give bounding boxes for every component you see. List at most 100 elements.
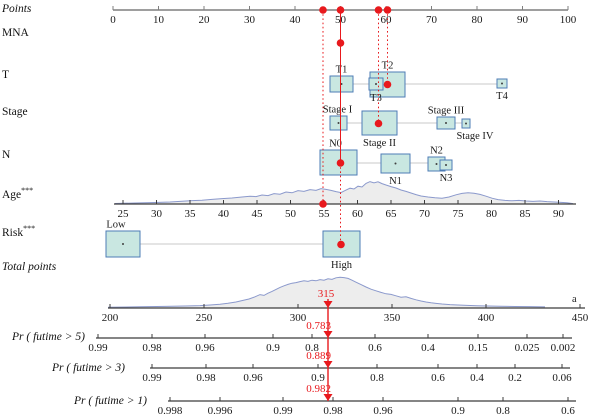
age-scale-tick-label: 65 (386, 208, 398, 220)
t4-box-mean-dot (501, 82, 503, 85)
points-axis-marker-dot-3 (383, 6, 392, 14)
pr-futime-3-scale-tick-label: 0.9 (311, 372, 325, 384)
t1-box-label: T1 (336, 65, 348, 76)
n1-box-label: N1 (389, 176, 402, 187)
row-label-risk-significance: *** (23, 224, 36, 234)
result-arrowhead-0-889 (323, 361, 333, 368)
pr-futime-3-scale-tick-label: 0.06 (552, 372, 572, 384)
panel-label-a: a (572, 294, 577, 305)
age-scale-tick-label: 40 (218, 208, 230, 220)
points-axis-marker-dot-1 (336, 6, 345, 14)
row-label-pr-futime-1: Pr ( futime > 1) (74, 395, 147, 407)
points-tick-label: 60 (381, 14, 393, 26)
pr-futime-5-scale-tick-label: 0.025 (515, 342, 540, 354)
stage-iii-box-label: Stage III (428, 106, 465, 117)
total-points-density-curve (107, 276, 546, 308)
row-label-stage: Stage (2, 106, 28, 118)
points-tick-label: 70 (426, 14, 438, 26)
points-tick-label: 30 (244, 14, 256, 26)
row-label-pr-futime-3: Pr ( futime > 3) (52, 362, 125, 374)
pr-futime-5-scale-tick-label: 0.9 (266, 342, 280, 354)
n0-box-label: N0 (329, 139, 342, 150)
stage-iii-box-mean-dot (445, 122, 447, 124)
stage-i-box-label: Stage I (323, 105, 353, 116)
pr-futime-5-scale-tick-label: 0.6 (368, 342, 382, 354)
age-scale-tick-label: 45 (252, 208, 264, 220)
t3-box-mean-dot (375, 83, 377, 85)
result-value-0-982: 0.982 (306, 383, 331, 395)
age-scale-tick-label: 80 (486, 208, 498, 220)
stage-i-box-mean-dot (337, 122, 340, 124)
n2-box-mean-dot (435, 163, 438, 165)
total-points-scale-tick-label: 250 (196, 312, 213, 324)
points-tick-label: 80 (472, 14, 484, 26)
pr-futime-1-scale-tick-label: 0.6 (561, 405, 575, 417)
n1-box-mean-dot (394, 162, 397, 165)
result-value-0-889: 0.889 (306, 350, 331, 362)
stage-iv-box-mean-dot (465, 122, 467, 125)
variable-marker-dot-0 (336, 39, 345, 47)
n3-box-label: N3 (440, 173, 453, 184)
points-axis-marker-dot-2 (374, 6, 383, 14)
row-label-points: Points (2, 3, 32, 15)
points-tick-label: 20 (199, 14, 211, 26)
total-points-scale-tick-label: 450 (572, 312, 589, 324)
points-tick-label: 40 (290, 14, 302, 26)
points-tick-label: 0 (110, 14, 116, 26)
pr-futime-1-scale-tick-label: 0.96 (373, 405, 393, 417)
pr-futime-5-scale-tick-label: 0.98 (142, 342, 162, 354)
age-scale-tick-label: 30 (151, 208, 163, 220)
pr-futime-3-scale-tick-label: 0.99 (142, 372, 162, 384)
row-label-age-significance: *** (21, 186, 34, 196)
pr-futime-1-scale-tick-label: 0.99 (273, 405, 293, 417)
pr-futime-3-scale-tick-label: 0.8 (370, 372, 384, 384)
t-row-marker-dot (383, 80, 392, 89)
row-label-risk: Risk*** (2, 224, 36, 239)
total-points-density-area (108, 277, 545, 308)
row-label-age: Age*** (2, 186, 34, 201)
pr-futime-3-scale-tick-label: 0.98 (196, 372, 216, 384)
n-row-marker-dot (336, 159, 345, 167)
total-points-scale-tick-label: 350 (384, 312, 401, 324)
high-box-label: High (331, 260, 353, 271)
result-value-0-783: 0.783 (306, 320, 331, 332)
pr-futime-5-scale-tick-label: 0.99 (88, 342, 108, 354)
pr-futime-1-scale-tick-label: 0.998 (158, 405, 183, 417)
pr-futime-1-scale-tick-label: 0.98 (323, 405, 343, 417)
pr-futime-5-scale-tick-label: 0.96 (195, 342, 215, 354)
row-label-total-points: Total points (2, 261, 57, 273)
pr-futime-5-scale-tick-label: 0.002 (551, 342, 576, 354)
points-tick-label: 10 (153, 14, 165, 26)
age-scale-tick-label: 55 (319, 208, 331, 220)
age-scale-tick-label: 85 (520, 208, 532, 220)
total-points-scale-tick-label: 400 (478, 312, 495, 324)
result-arrowhead-0-982 (323, 394, 333, 401)
low-box-label: Low (106, 220, 126, 231)
row-label-n: N (2, 149, 11, 161)
points-axis-marker-dot-0 (319, 6, 327, 14)
age-scale-tick-label: 25 (118, 208, 130, 220)
age-scale-tick-label: 70 (419, 208, 431, 220)
stage-iv-box-label: Stage IV (456, 131, 493, 142)
total-points-scale-tick-label: 200 (102, 312, 119, 324)
points-tick-label: 100 (560, 14, 577, 26)
pr-futime-5-scale-tick-label: 0.4 (421, 342, 435, 354)
risk-row-marker-dot (337, 240, 345, 249)
age-scale-tick-label: 90 (553, 208, 565, 220)
t3-box-label: T3 (370, 93, 382, 104)
result-value-315: 315 (318, 288, 335, 300)
pr-futime-3-scale-tick-label: 0.2 (508, 372, 522, 384)
age-scale-tick-label: 60 (352, 208, 364, 220)
row-label-t: T (2, 69, 10, 81)
pr-futime-1-scale-tick-label: 0.996 (208, 405, 233, 417)
pr-futime-3-scale-tick-label: 0.6 (431, 372, 445, 384)
stage-ii-box-label: Stage II (363, 138, 396, 149)
pr-futime-1-scale-tick-label: 0.8 (496, 405, 510, 417)
age-scale-tick-label: 75 (453, 208, 465, 220)
total-points-scale-tick-label: 300 (290, 312, 307, 324)
age-density-curve (114, 181, 574, 205)
age-scale-tick-label: 35 (185, 208, 197, 220)
pr-futime-3-scale-tick-label: 0.96 (243, 372, 263, 384)
